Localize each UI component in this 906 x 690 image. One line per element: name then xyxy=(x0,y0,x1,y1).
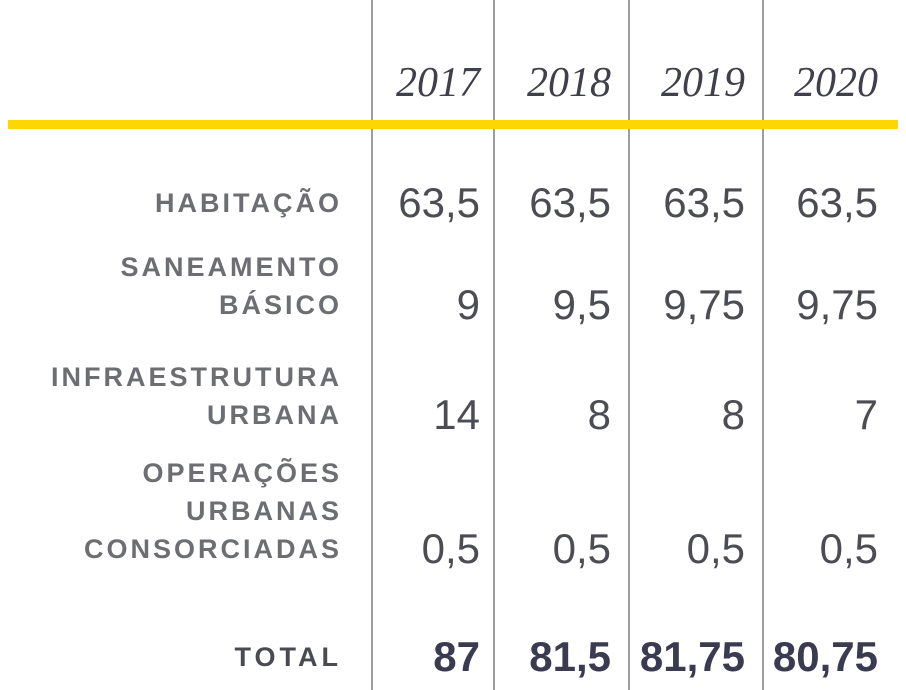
row-label-line: SANEAMENTO xyxy=(120,252,342,282)
value-cell: 63,5 xyxy=(796,179,878,226)
column-divider xyxy=(371,0,373,690)
row-label-line: CONSORCIADAS xyxy=(83,534,342,564)
column-divider xyxy=(762,0,764,690)
total-value-cell: 87 xyxy=(433,633,480,680)
value-cell: 0,5 xyxy=(686,525,745,572)
value-cell: 9,75 xyxy=(663,281,745,328)
row-label-total: TOTAL xyxy=(0,638,372,690)
column-divider xyxy=(628,0,630,690)
value-cell: 63,5 xyxy=(529,179,611,226)
value-cell: 14 xyxy=(433,391,480,438)
value-cell: 0,5 xyxy=(421,525,480,572)
column-header-year: 2019 xyxy=(661,60,745,106)
value-cell: 8 xyxy=(587,391,611,438)
row-label-infraestrutura-urbana: INFRAESTRUTURA URBANA xyxy=(0,358,372,444)
value-cell: 7 xyxy=(854,391,878,438)
value-cell: 0,5 xyxy=(819,525,878,572)
row-label-habitacao: HABITAÇÃO xyxy=(0,184,372,232)
value-cell: 63,5 xyxy=(663,179,745,226)
value-cell: 0,5 xyxy=(552,525,611,572)
value-cell: 8 xyxy=(721,391,745,438)
total-value-cell: 81,5 xyxy=(529,633,611,680)
total-value-cell: 81,75 xyxy=(639,633,745,680)
row-label-line: OPERAÇÕES xyxy=(142,458,342,488)
header-accent-bar xyxy=(8,120,898,129)
row-label-line: URBANA xyxy=(207,400,342,430)
value-cell: 9,5 xyxy=(552,281,611,328)
column-divider xyxy=(493,0,495,690)
row-label-saneamento-basico: SANEAMENTO BÁSICO xyxy=(0,248,372,334)
row-label-line: HABITAÇÃO xyxy=(155,188,342,218)
value-cell: 63,5 xyxy=(398,179,480,226)
row-label-line: URBANAS xyxy=(186,496,342,526)
value-cell: 9,75 xyxy=(796,281,878,328)
row-label-operacoes-urbanas-consorciadas: OPERAÇÕES URBANAS CONSORCIADAS xyxy=(0,454,372,578)
row-label-line: TOTAL xyxy=(234,642,342,672)
column-header-year: 2018 xyxy=(527,60,611,106)
row-label-line: BÁSICO xyxy=(218,290,342,320)
value-cell: 9 xyxy=(456,281,480,328)
column-header-year: 2017 xyxy=(396,60,480,106)
total-value-cell: 80,75 xyxy=(772,633,878,680)
column-header-year: 2020 xyxy=(794,60,878,106)
row-label-line: INFRAESTRUTURA xyxy=(51,362,342,392)
